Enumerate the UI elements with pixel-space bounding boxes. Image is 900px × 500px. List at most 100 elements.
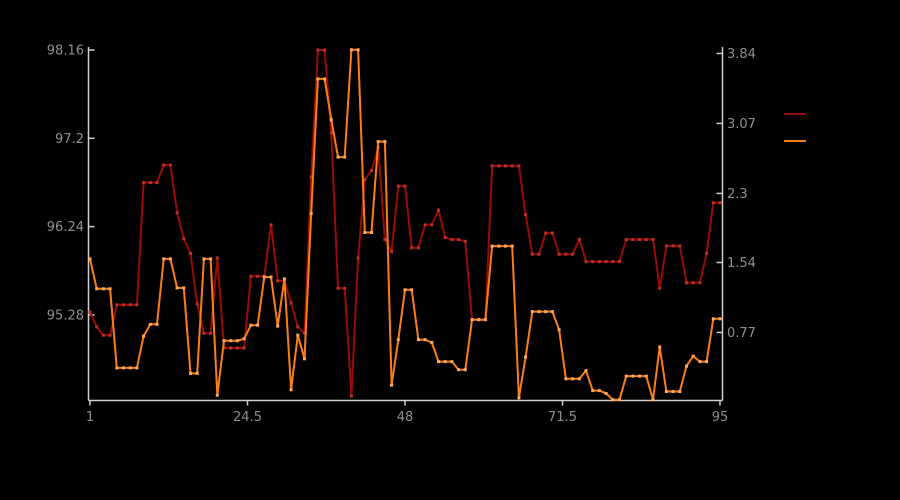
series-2-orange-marker — [235, 339, 239, 343]
series-2-orange-marker — [195, 371, 199, 375]
series-2-orange-marker — [644, 374, 648, 378]
series-2-orange-marker — [416, 338, 420, 342]
series-1-dark-red-marker — [175, 211, 179, 215]
series-2-orange-marker — [336, 155, 340, 159]
series-1-dark-red-marker — [343, 286, 347, 290]
series-2-orange-marker — [564, 377, 568, 381]
series-2-orange-marker — [437, 360, 440, 364]
series-2-orange-marker — [189, 371, 192, 375]
series-1-dark-red-marker — [618, 260, 621, 264]
series-1-dark-red-marker — [383, 238, 387, 241]
series-1-dark-red-marker — [591, 260, 595, 264]
series-2-orange-marker — [597, 389, 601, 393]
series-2-orange-marker — [88, 257, 92, 261]
series-2-orange-marker — [638, 374, 642, 378]
series-1-dark-red-marker — [269, 223, 273, 227]
series-1-dark-red-marker — [537, 252, 541, 256]
series-1-dark-red-marker — [651, 238, 655, 241]
series-1-dark-red-marker — [544, 231, 548, 235]
series-1-dark-red-marker — [497, 164, 501, 168]
series-1-dark-red-marker — [155, 181, 159, 184]
series-1-dark-red-marker — [510, 164, 514, 168]
series-1-dark-red-marker — [403, 184, 407, 188]
series-2-orange-marker — [343, 155, 347, 159]
right-axis-tick-label: 3.84 — [727, 47, 756, 62]
series-2-orange-marker — [477, 318, 481, 322]
series-2-orange-marker — [463, 368, 467, 372]
series-2-orange-marker — [530, 310, 534, 314]
series-1-dark-red-marker — [604, 260, 608, 264]
series-2-orange-marker — [122, 366, 125, 370]
series-1-dark-red-marker — [504, 164, 507, 168]
x-axis-tick-label: 1 — [86, 410, 94, 425]
series-2-orange-marker — [698, 360, 702, 364]
series-1-dark-red-marker — [142, 181, 146, 184]
series-1-dark-red-marker — [698, 281, 702, 285]
series-1-dark-red-marker — [162, 163, 166, 167]
series-1-dark-red-marker — [329, 131, 333, 135]
series-1-dark-red-marker — [524, 213, 528, 217]
series-1-dark-red-marker — [423, 223, 427, 227]
series-2-orange-marker — [269, 275, 273, 279]
series-1-dark-red-marker — [597, 260, 601, 264]
series-1-dark-red-marker — [296, 325, 300, 329]
series-2-orange-marker — [510, 244, 514, 248]
series-1-dark-red-marker — [349, 394, 353, 398]
series-1-dark-red-marker — [577, 238, 581, 241]
series-1-dark-red-marker — [550, 231, 554, 235]
series-1-dark-red-marker — [631, 238, 635, 241]
series-2-orange-marker — [658, 345, 662, 349]
series-2-orange-marker — [316, 77, 320, 81]
series-1-dark-red-marker — [678, 244, 682, 248]
series-1-dark-red-marker — [685, 281, 688, 285]
series-2-orange-marker — [483, 318, 487, 322]
series-1-dark-red-marker — [303, 331, 306, 335]
series-2-orange-marker — [101, 287, 105, 291]
series-2-orange-marker — [162, 257, 166, 261]
series-2-orange-marker — [410, 288, 414, 292]
series-1-dark-red-marker — [276, 279, 280, 283]
series-1-dark-red-marker — [410, 246, 414, 250]
series-2-orange-marker — [383, 140, 387, 144]
series-1-dark-red-marker — [249, 274, 253, 278]
series-1-dark-red-marker — [711, 201, 715, 205]
series-2-orange-marker — [423, 338, 427, 342]
series-1-dark-red-marker — [644, 238, 648, 241]
x-axis-tick-label: 71.5 — [548, 410, 577, 425]
series-1-dark-red-marker — [437, 208, 440, 212]
series-1-dark-red-marker — [135, 303, 139, 307]
series-1-dark-red-marker — [128, 303, 132, 307]
series-2-orange-marker — [544, 310, 548, 314]
series-1-dark-red-marker — [168, 163, 172, 167]
series-2-orange-marker — [229, 339, 233, 343]
series-1-dark-red-marker — [457, 238, 461, 241]
series-1-dark-red-marker — [490, 164, 494, 168]
series-2-orange-marker — [685, 364, 688, 368]
series-1-dark-red-marker — [256, 274, 260, 278]
series-1-dark-red-marker — [611, 260, 615, 264]
series-1-dark-red-marker — [195, 302, 199, 306]
series-1-dark-red-marker — [242, 346, 246, 350]
series-2-orange-marker — [115, 366, 119, 370]
right-axis-tick-label: 1.54 — [727, 256, 756, 271]
series-2-orange-marker — [504, 244, 507, 248]
x-axis-tick-label: 24.5 — [233, 410, 262, 425]
series-1-dark-red-marker — [202, 331, 206, 335]
series-1-dark-red-marker — [705, 251, 709, 255]
series-2-orange-marker — [182, 286, 186, 290]
series-1-dark-red-marker — [363, 178, 367, 182]
series-2-orange-marker — [262, 275, 266, 279]
right-axis-tick-label: 0.77 — [727, 326, 756, 341]
series-2-orange-marker — [490, 244, 494, 248]
left-axis-tick-label: 97.2 — [55, 132, 84, 147]
series-2-orange-marker — [135, 366, 139, 370]
series-2-orange-marker — [550, 310, 554, 314]
series-2-orange-marker — [584, 369, 588, 373]
series-2-orange-marker — [370, 231, 373, 234]
series-1-dark-red-marker — [450, 238, 454, 241]
left-axis-tick-label: 96.24 — [47, 220, 84, 235]
series-2-orange-marker — [631, 374, 635, 378]
series-2-orange-marker — [209, 257, 213, 261]
